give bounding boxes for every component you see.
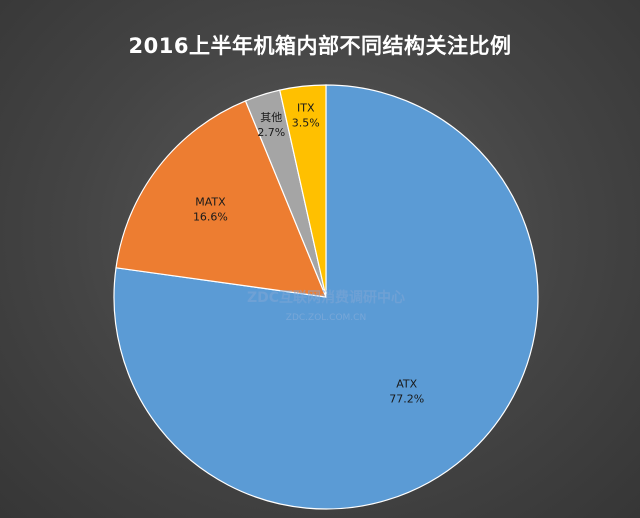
chart-title: 2016上半年机箱内部不同结构关注比例 bbox=[128, 34, 512, 58]
watermark-sub: ZDC.ZOL.COM.CN bbox=[286, 313, 366, 323]
slice-value-2: 16.6% bbox=[193, 210, 228, 223]
watermark-main: ZDC互联网消费调研中心 bbox=[247, 289, 405, 306]
slice-value-3: 2.7% bbox=[257, 126, 285, 139]
slice-value-1: 77.2% bbox=[389, 393, 424, 406]
pie-labels: ATX 77.2% MATX 16.6% 其他 2.7% ITX 3.5% bbox=[193, 102, 424, 406]
pie-slices bbox=[113, 84, 539, 510]
pie-slice-2 bbox=[115, 100, 327, 298]
slice-label-4: ITX bbox=[297, 102, 315, 115]
pie-slice-4 bbox=[279, 84, 327, 298]
slice-value-4: 3.5% bbox=[292, 117, 320, 130]
slice-label-2: MATX bbox=[195, 195, 226, 208]
slice-label-1: ATX bbox=[396, 378, 417, 391]
watermark: ZDC互联网消费调研中心 ZDC.ZOL.COM.CN bbox=[247, 289, 405, 323]
slice-label-3: 其他 bbox=[260, 111, 282, 124]
